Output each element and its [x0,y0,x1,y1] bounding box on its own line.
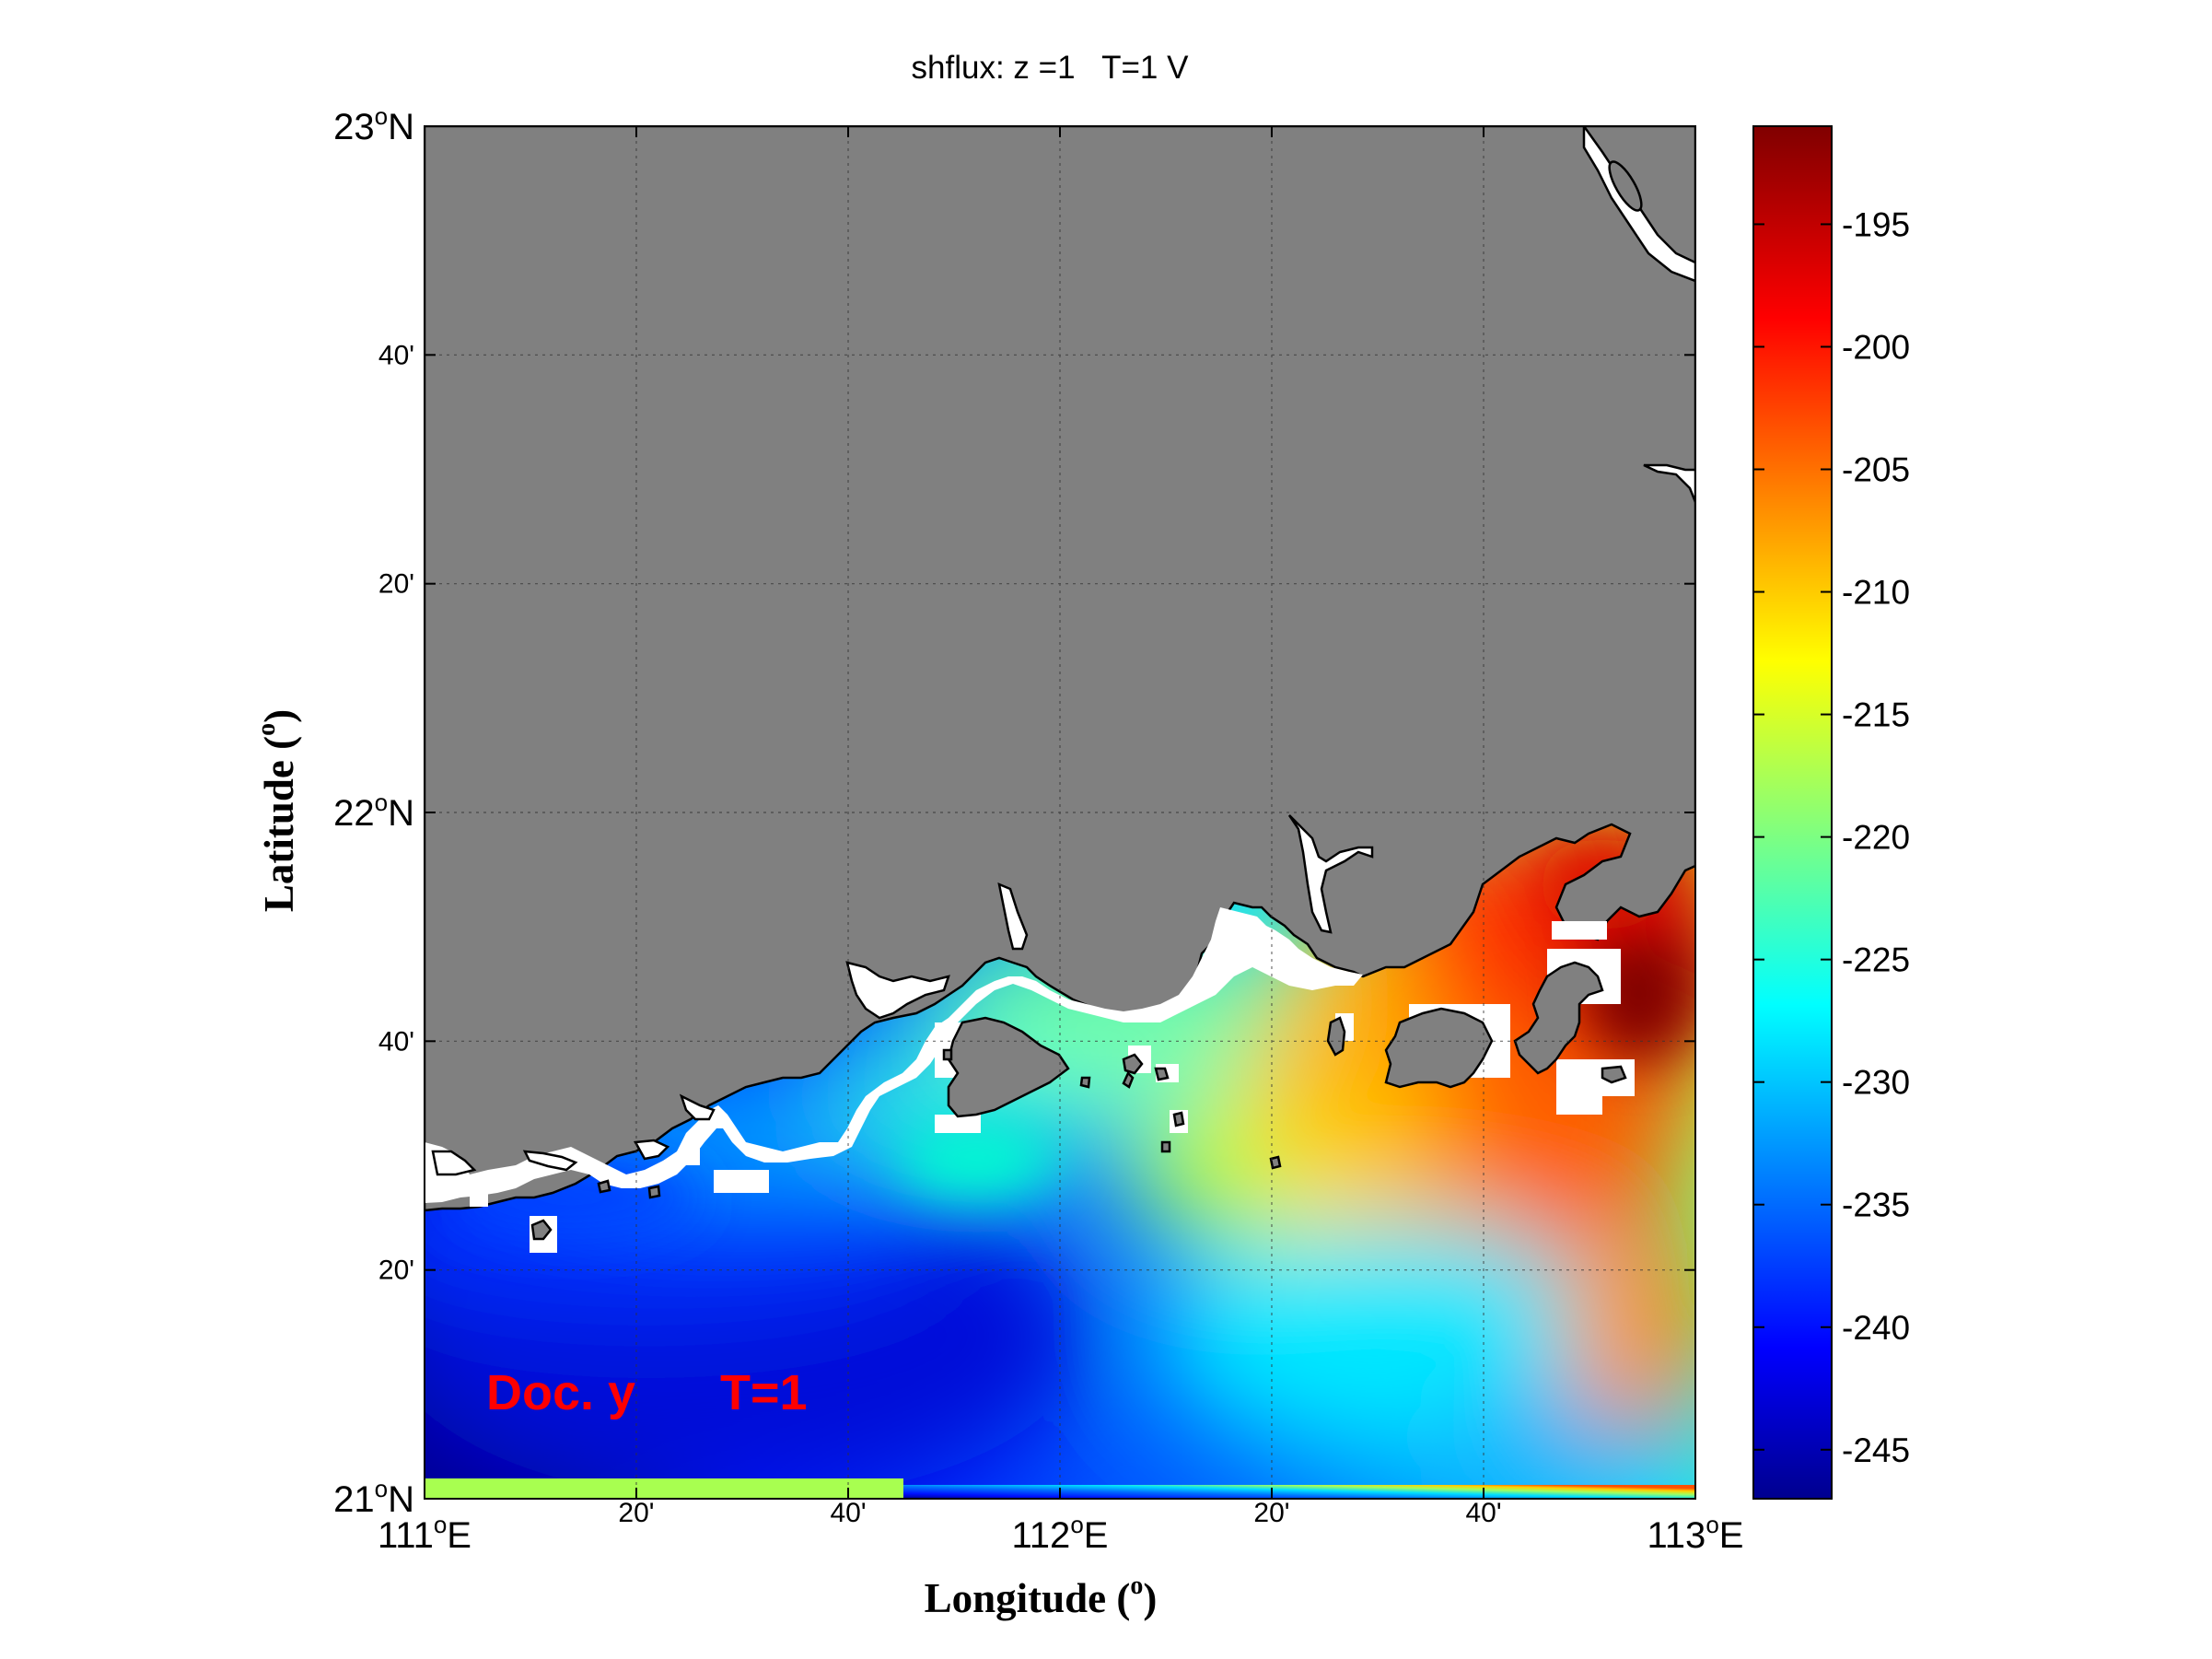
y-tick-label: 21oN [333,1475,414,1520]
colorbar-tick-label: -230 [1842,1064,1910,1102]
islands [530,961,1627,1241]
plot-area: Doc. y T=1 [425,126,1695,1499]
y-tick-label: 20' [378,569,414,600]
y-tick-label: 20' [378,1256,414,1286]
x-tick-label: 20' [1253,1498,1289,1528]
x-tick-label: 113oE [1647,1511,1744,1556]
colorbar-gradient [1752,125,1833,1500]
coastal-mask [425,907,1363,1203]
y-tick-label: 40' [378,340,414,370]
colorbar-tick-label: -225 [1842,941,1910,979]
colorbar-tick-label: -240 [1842,1309,1910,1347]
colorbar-ticks: -195 -200 -205 -210 -215 -220 -225 -230 -235 -240… [1753,205,1910,1469]
x-tick-label: 111oE [378,1511,472,1556]
colorbar-tick-label: -220 [1842,819,1910,857]
grid [425,126,1695,1499]
annotation-right: T=1 [720,1365,808,1420]
colorbar-tick-label: -215 [1842,696,1910,734]
colorbar-tick-label: -205 [1842,451,1910,489]
colorbar: -195 -200 -205 -210 -215 -220 -225 -230 -235 -240… [1752,125,1910,1500]
colorbar-tick-label: -200 [1842,328,1910,366]
x-tick-label: 40' [1465,1498,1501,1528]
y-axis-ticks: 21oN 20' 40' 22oN 20' 40' 23oN [333,102,1695,1520]
plot-title: shflux: z =1 T=1 V [912,50,1190,86]
colorbar-tick-label: -245 [1842,1431,1910,1469]
bottom-strip-left [425,1478,903,1499]
y-tick-label: 23oN [333,102,414,147]
x-tick-label: 40' [830,1498,866,1528]
x-axis-ticks: 111oE 20' 40' 112oE 20' 40' 113oE [378,126,1743,1556]
x-tick-label: 112oE [1012,1511,1109,1556]
y-tick-label: 40' [378,1026,414,1057]
colorbar-tick-label: -210 [1842,574,1910,612]
annotation-left: Doc. y [486,1365,635,1420]
inlets [431,126,1695,1176]
bottom-strip-right [903,1485,1695,1499]
colorbar-tick-label: -195 [1842,205,1910,243]
y-tick-label: 22oN [333,789,414,834]
x-axis-label: Longitude (o) [925,1571,1158,1621]
x-tick-label: 20' [618,1498,654,1528]
colorbar-tick-label: -235 [1842,1186,1910,1224]
y-axis-label: Latitude (o) [252,709,302,912]
